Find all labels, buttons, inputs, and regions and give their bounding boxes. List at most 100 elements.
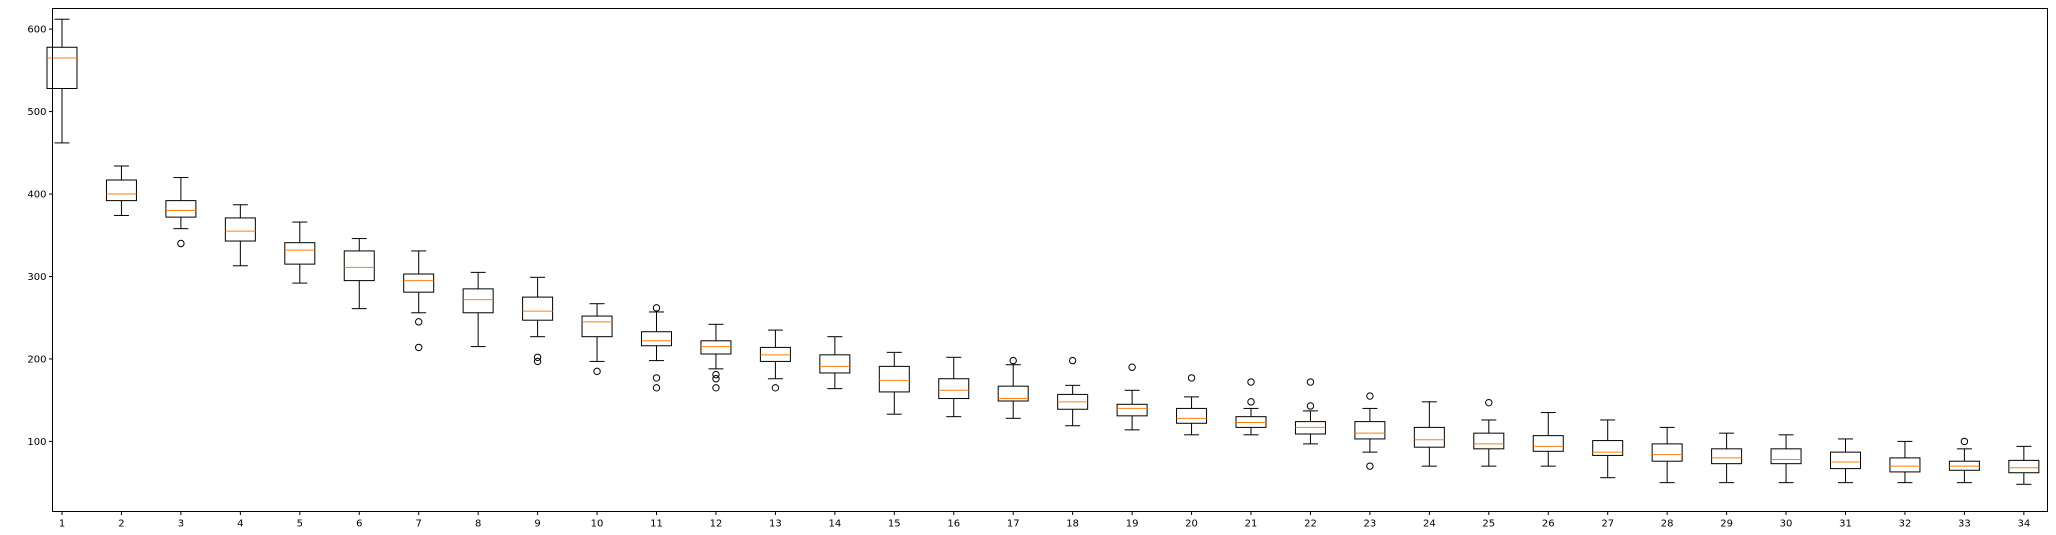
outlier-point bbox=[1009, 356, 1017, 365]
outlier-point bbox=[1247, 398, 1255, 406]
outlier-point bbox=[712, 375, 720, 383]
x-tick-label: 9 bbox=[534, 519, 540, 530]
x-tick-label: 4 bbox=[237, 519, 243, 530]
box-group-34 bbox=[2008, 445, 2040, 485]
box bbox=[700, 340, 732, 355]
x-tick-label: 30 bbox=[1780, 519, 1793, 530]
box-group-17 bbox=[997, 356, 1029, 419]
x-tick-label: 33 bbox=[1958, 519, 1971, 530]
y-tick-label: 200 bbox=[27, 354, 46, 365]
x-tick-label: 3 bbox=[178, 519, 184, 530]
x-tick-label: 21 bbox=[1245, 519, 1258, 530]
box bbox=[403, 273, 435, 293]
box-group-30 bbox=[1770, 434, 1802, 484]
box-group-6 bbox=[343, 238, 375, 310]
outlier-point bbox=[652, 374, 661, 382]
x-tick-label: 16 bbox=[947, 519, 960, 530]
x-tick-label: 12 bbox=[710, 519, 723, 530]
box-group-24 bbox=[1413, 401, 1445, 467]
box-group-15 bbox=[878, 351, 910, 415]
x-tick-label: 20 bbox=[1185, 519, 1198, 530]
box bbox=[46, 46, 78, 89]
box-group-22 bbox=[1294, 378, 1326, 445]
box-group-16 bbox=[938, 356, 970, 418]
box-group-10 bbox=[581, 303, 613, 376]
box-group-25 bbox=[1473, 398, 1505, 467]
box-group-4 bbox=[224, 204, 256, 267]
x-tick-label: 10 bbox=[591, 519, 604, 530]
box bbox=[1354, 421, 1386, 440]
outlier-point bbox=[1187, 374, 1196, 382]
outlier-point bbox=[1247, 378, 1255, 386]
y-tick-label: 300 bbox=[27, 272, 46, 283]
box bbox=[581, 315, 613, 338]
box-group-12 bbox=[700, 323, 732, 392]
box bbox=[1651, 443, 1683, 462]
outlier-point bbox=[593, 367, 601, 376]
x-tick-label: 8 bbox=[475, 519, 481, 530]
x-tick-label: 19 bbox=[1126, 519, 1139, 530]
outlier-point bbox=[1128, 363, 1136, 371]
x-tick-label: 5 bbox=[297, 519, 303, 530]
x-tick-label: 17 bbox=[1007, 519, 1020, 530]
x-tick-label: 32 bbox=[1899, 519, 1912, 530]
box-group-19 bbox=[1116, 363, 1148, 431]
x-tick-label: 22 bbox=[1304, 519, 1317, 530]
outlier-point bbox=[712, 384, 720, 392]
box bbox=[938, 378, 970, 400]
x-tick-label: 24 bbox=[1423, 519, 1436, 530]
x-tick-label: 2 bbox=[118, 519, 124, 530]
box bbox=[878, 365, 910, 393]
y-tick-label: 100 bbox=[27, 437, 46, 448]
x-tick-label: 31 bbox=[1839, 519, 1852, 530]
x-tick-label: 29 bbox=[1720, 519, 1733, 530]
box bbox=[997, 385, 1029, 402]
box bbox=[2008, 459, 2040, 474]
box bbox=[462, 288, 494, 314]
box bbox=[284, 242, 316, 265]
outlier-point bbox=[177, 239, 185, 248]
box bbox=[105, 179, 137, 202]
box bbox=[1711, 448, 1743, 465]
box bbox=[343, 250, 375, 282]
x-tick-label: 15 bbox=[888, 519, 901, 530]
box-group-9 bbox=[522, 276, 554, 366]
box-group-3 bbox=[165, 177, 197, 248]
box-group-31 bbox=[1830, 438, 1861, 484]
plot-area bbox=[46, 18, 2040, 485]
box-group-27 bbox=[1592, 419, 1624, 479]
box bbox=[1830, 451, 1861, 470]
box-group-23 bbox=[1354, 392, 1386, 470]
x-tick-label: 27 bbox=[1601, 519, 1614, 530]
y-axis: 100 200 300 400 500 600 bbox=[27, 25, 53, 448]
outlier-point bbox=[1366, 392, 1374, 400]
outlier-point bbox=[1366, 462, 1374, 470]
box-group-33 bbox=[1948, 437, 1980, 484]
x-tick-label: 7 bbox=[416, 519, 422, 530]
box-group-29 bbox=[1711, 432, 1743, 484]
x-tick-label: 13 bbox=[769, 519, 782, 530]
box-group-26 bbox=[1532, 412, 1564, 467]
outlier-point bbox=[1485, 398, 1493, 407]
box-group-8 bbox=[462, 271, 494, 348]
box bbox=[1176, 407, 1208, 424]
box bbox=[1592, 440, 1624, 456]
outlier-point bbox=[1306, 402, 1315, 410]
box bbox=[641, 331, 672, 347]
box bbox=[1116, 403, 1148, 417]
box-group-5 bbox=[284, 221, 316, 284]
box-group-14 bbox=[819, 336, 851, 390]
outlier-point bbox=[771, 384, 780, 392]
box-group-21 bbox=[1235, 378, 1267, 436]
x-tick-label: 28 bbox=[1661, 519, 1674, 530]
box-group-2 bbox=[105, 165, 137, 216]
box bbox=[1473, 432, 1505, 450]
outlier-point bbox=[533, 357, 542, 366]
x-tick-label: 34 bbox=[2017, 519, 2030, 530]
x-tick-label: 18 bbox=[1066, 519, 1079, 530]
box-group-13 bbox=[759, 329, 791, 392]
box bbox=[1413, 426, 1445, 448]
outlier-point bbox=[652, 304, 661, 312]
y-tick-label: 500 bbox=[27, 107, 46, 118]
box bbox=[165, 200, 197, 218]
